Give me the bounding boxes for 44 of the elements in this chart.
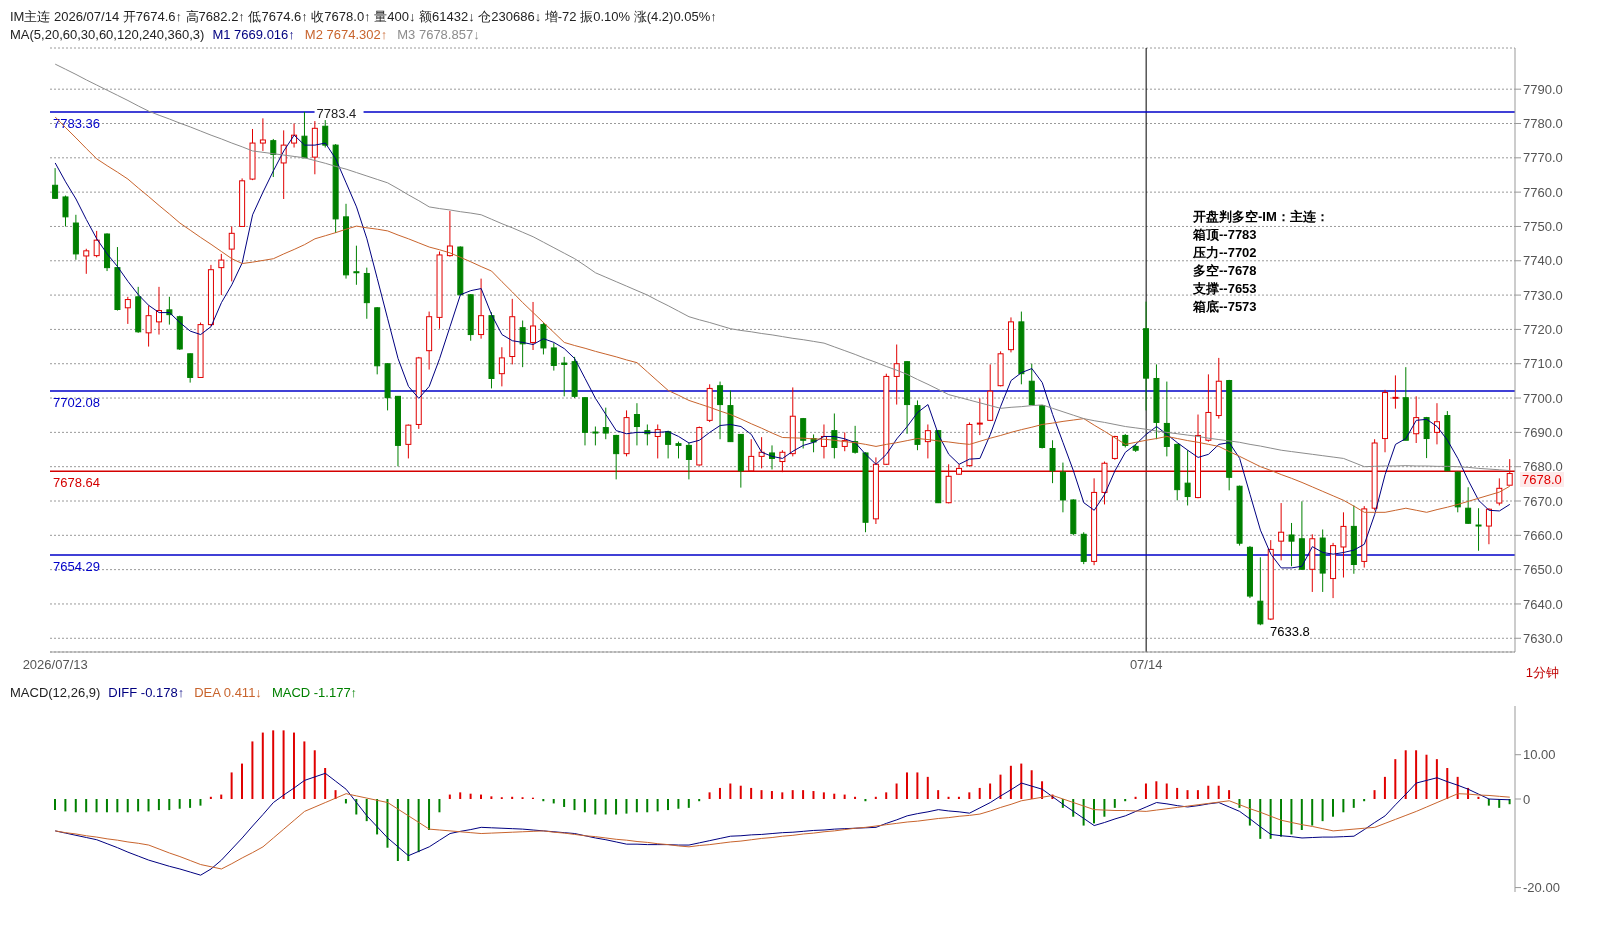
text: 1分钟 — [1525, 664, 1559, 682]
y-tick-label: 0 — [1523, 791, 1531, 807]
y-tick-label: -20.00 — [1523, 880, 1560, 896]
y-tick-label: 7760.0 — [1523, 184, 1563, 200]
x-tick-label: 07/14 — [1129, 657, 1163, 673]
annotation: 箱顶--7783 — [1193, 226, 1258, 244]
annotation: 多空--7678 — [1193, 262, 1258, 280]
legend-title: MACD(12,26,9) — [10, 685, 101, 700]
y-tick-label: 7720.0 — [1523, 322, 1563, 338]
legend-title: MA(5,20,60,30,60,120,240,360,3) — [10, 27, 205, 42]
ref-line-label: 7654.29 — [53, 558, 100, 574]
text: DEA 0.411↓ — [194, 685, 262, 700]
y-tick-label: 7650.0 — [1523, 562, 1563, 578]
y-tick-label: 7640.0 — [1523, 596, 1563, 612]
x-tick-label: 2026/07/13 — [22, 657, 88, 673]
y-tick-label: 7690.0 — [1523, 424, 1563, 440]
text: M3 7678.857↓ — [397, 27, 480, 42]
chart-title: IM主连 2026/07/14 开7674.6↑ 高7682.2↑ 低7674.6↑ 收7678.0↑ 量400↓ 额61432↓ 仓230686↓ 增-72 振0.10% 涨(4.2)0.05%↑ — [10, 8, 718, 26]
text: MACD -1.177↑ — [271, 685, 358, 700]
y-tick-label: 7740.0 — [1523, 253, 1563, 269]
ref-line-label: 7702.08 — [53, 394, 100, 410]
annotation: 箱底--7573 — [1193, 298, 1258, 316]
y-tick-label: 7710.0 — [1523, 356, 1563, 372]
text: DIFF -0.178↑ — [108, 685, 185, 700]
y-tick-label: 7790.0 — [1523, 81, 1563, 97]
annotation: 支撑--7653 — [1193, 280, 1258, 298]
y-tick-label: 7730.0 — [1523, 287, 1563, 303]
y-tick-label: 7660.0 — [1523, 527, 1563, 543]
y-tick-label: 10.00 — [1523, 747, 1556, 763]
text: 7678.0 — [1520, 472, 1564, 487]
y-tick-label: 7750.0 — [1523, 219, 1563, 235]
y-tick-label: 7680.0 — [1523, 459, 1563, 475]
ref-line-label: 7678.64 — [53, 475, 100, 491]
annotation: 7783.4 — [316, 105, 357, 121]
y-tick-label: 7780.0 — [1523, 116, 1563, 132]
y-tick-label: 7770.0 — [1523, 150, 1563, 166]
text: M1 7669.016↑ — [212, 27, 295, 42]
annotation: 7633.8 — [1270, 624, 1310, 639]
annotation: 开盘判多空-IM：主连： — [1193, 208, 1329, 226]
y-tick-label: 7700.0 — [1523, 390, 1563, 406]
y-tick-label: 7670.0 — [1523, 493, 1563, 509]
annotation: 压力--7702 — [1193, 244, 1258, 262]
text: M2 7674.302↑ — [304, 27, 388, 42]
y-tick-label: 7630.0 — [1523, 630, 1563, 646]
